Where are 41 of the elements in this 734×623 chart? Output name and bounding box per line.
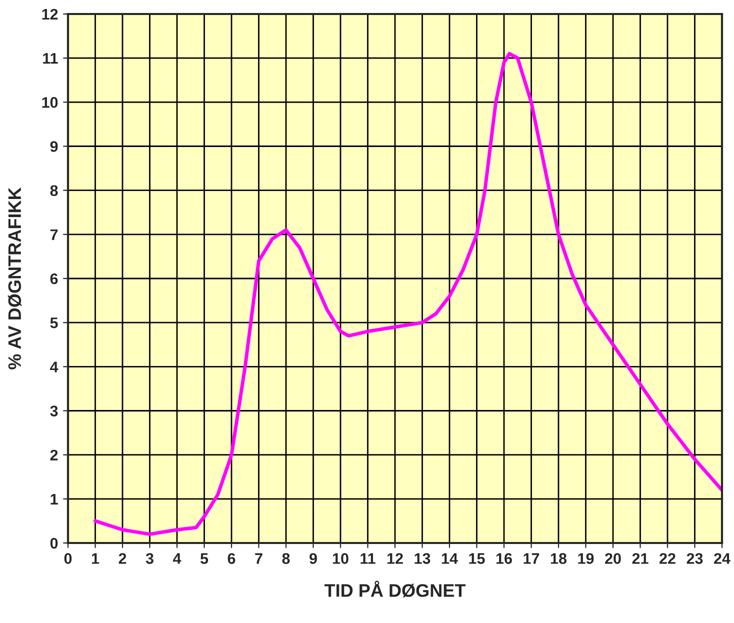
y-tick-label: 4: [50, 362, 58, 372]
x-tick-label: 14: [442, 553, 458, 564]
y-tick-label: 11: [43, 53, 58, 64]
x-tick-label: 1: [92, 553, 100, 564]
line-series: [94, 52, 722, 536]
y-tick-label: 6: [50, 273, 58, 284]
x-tick-label: 22: [660, 553, 676, 564]
x-tick-label: 13: [414, 553, 430, 564]
y-tick-label: 3: [50, 406, 58, 416]
x-tick-label: 18: [550, 553, 567, 564]
y-tick-label: 12: [42, 8, 58, 20]
x-tick-label: 12: [387, 553, 403, 564]
x-tick-label: 23: [686, 553, 703, 564]
x-tick-label: 16: [496, 553, 512, 564]
x-tick-label: 21: [632, 553, 648, 564]
x-tick-label: 10: [332, 553, 348, 564]
x-tick-label: 3: [146, 553, 154, 564]
y-axis-title: % AV DØGNTRAFIKK: [8, 187, 22, 370]
y-tick-label: 10: [42, 97, 58, 108]
x-tick-label: 2: [118, 553, 126, 564]
y-tick-label: 0: [50, 538, 58, 549]
y-tick-label: 9: [50, 141, 58, 152]
y-tick-label: 2: [50, 450, 58, 460]
x-tick-label: 4: [172, 553, 182, 564]
x-tick-label: 11: [360, 553, 376, 564]
y-tick-label: 5: [50, 318, 58, 328]
x-tick-label: 15: [469, 553, 485, 564]
y-tick-label: 1: [50, 494, 58, 504]
x-tick-label: 17: [524, 553, 540, 564]
x-tick-label: 8: [282, 553, 290, 564]
x-tick-label: 6: [228, 553, 236, 564]
x-axis-title: TID PÅ DØGNET: [324, 580, 466, 598]
x-tick-label: 9: [310, 553, 317, 564]
x-tick-label: 5: [200, 553, 208, 564]
x-tick-label: 20: [605, 553, 621, 564]
y-tick-label: 8: [50, 185, 58, 196]
y-tick-label: 7: [50, 229, 58, 240]
x-tick-label: 24: [714, 553, 730, 564]
x-tick-label: 19: [578, 553, 594, 564]
x-tick-label: 7: [255, 553, 262, 564]
x-tick-label: 0: [64, 553, 72, 564]
